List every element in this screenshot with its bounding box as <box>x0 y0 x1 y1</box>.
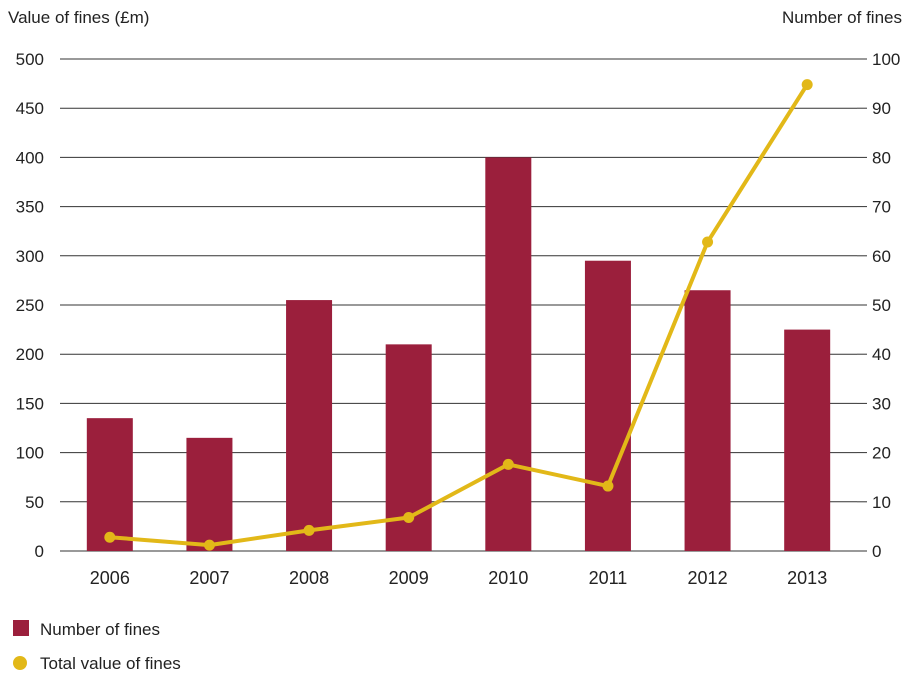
line-point <box>702 236 714 248</box>
value-line <box>109 83 809 548</box>
line-point <box>303 524 315 536</box>
bar <box>784 329 831 551</box>
line-point <box>104 531 116 543</box>
legend: Number of fines Total value of fines <box>13 620 181 673</box>
right-tick-label: 20 <box>872 444 891 463</box>
left-tick-label: 50 <box>25 493 44 512</box>
left-tick-label: 500 <box>16 50 44 69</box>
left-tick-label: 300 <box>16 247 44 266</box>
left-tick-label: 100 <box>16 444 44 463</box>
x-tick-label: 2008 <box>289 568 329 588</box>
left-tick-label: 250 <box>16 296 44 315</box>
left-axis-title: Value of fines (£m) <box>8 8 149 27</box>
x-tick-label: 2006 <box>90 568 130 588</box>
bar <box>186 437 233 551</box>
gridlines <box>60 58 867 552</box>
legend-label-bars: Number of fines <box>40 620 160 639</box>
bar <box>584 260 631 551</box>
bars <box>86 157 831 551</box>
x-tick-label: 2012 <box>688 568 728 588</box>
x-tick-label: 2007 <box>189 568 229 588</box>
right-axis-title: Number of fines <box>782 8 902 27</box>
left-tick-label: 350 <box>16 198 44 217</box>
line-point <box>203 539 215 551</box>
right-tick-label: 90 <box>872 99 891 118</box>
legend-label-line: Total value of fines <box>40 654 181 673</box>
left-tick-label: 400 <box>16 148 44 167</box>
x-tick-label: 2009 <box>389 568 429 588</box>
bar <box>485 157 532 551</box>
left-tick-label: 450 <box>16 99 44 118</box>
x-tick-label: 2010 <box>488 568 528 588</box>
line-point <box>502 458 514 470</box>
right-tick-label: 60 <box>872 247 891 266</box>
left-tick-label: 150 <box>16 394 44 413</box>
right-tick-label: 30 <box>872 394 891 413</box>
right-tick-label: 40 <box>872 345 891 364</box>
legend-swatch-bars <box>13 620 29 636</box>
legend-swatch-line <box>13 656 27 670</box>
bar <box>286 300 333 551</box>
line-series <box>104 79 813 551</box>
x-tick-label: 2011 <box>589 568 628 588</box>
right-tick-label: 10 <box>872 493 891 512</box>
line-point <box>403 512 415 524</box>
left-tick-label: 0 <box>35 542 44 561</box>
right-tick-label: 50 <box>872 296 891 315</box>
bar <box>86 418 133 551</box>
right-tick-label: 0 <box>872 542 881 561</box>
line-point <box>602 480 614 492</box>
tick-labels: 0 50 100 150 200 250 300 350 400 450 500 0 10 20 30 40 5… <box>16 50 901 588</box>
right-tick-label: 80 <box>872 148 891 167</box>
left-tick-label: 200 <box>16 345 44 364</box>
right-tick-label: 70 <box>872 198 891 217</box>
x-tick-label: 2013 <box>787 568 827 588</box>
right-tick-label: 100 <box>872 50 900 69</box>
line-point <box>801 79 813 91</box>
bar <box>684 290 731 551</box>
